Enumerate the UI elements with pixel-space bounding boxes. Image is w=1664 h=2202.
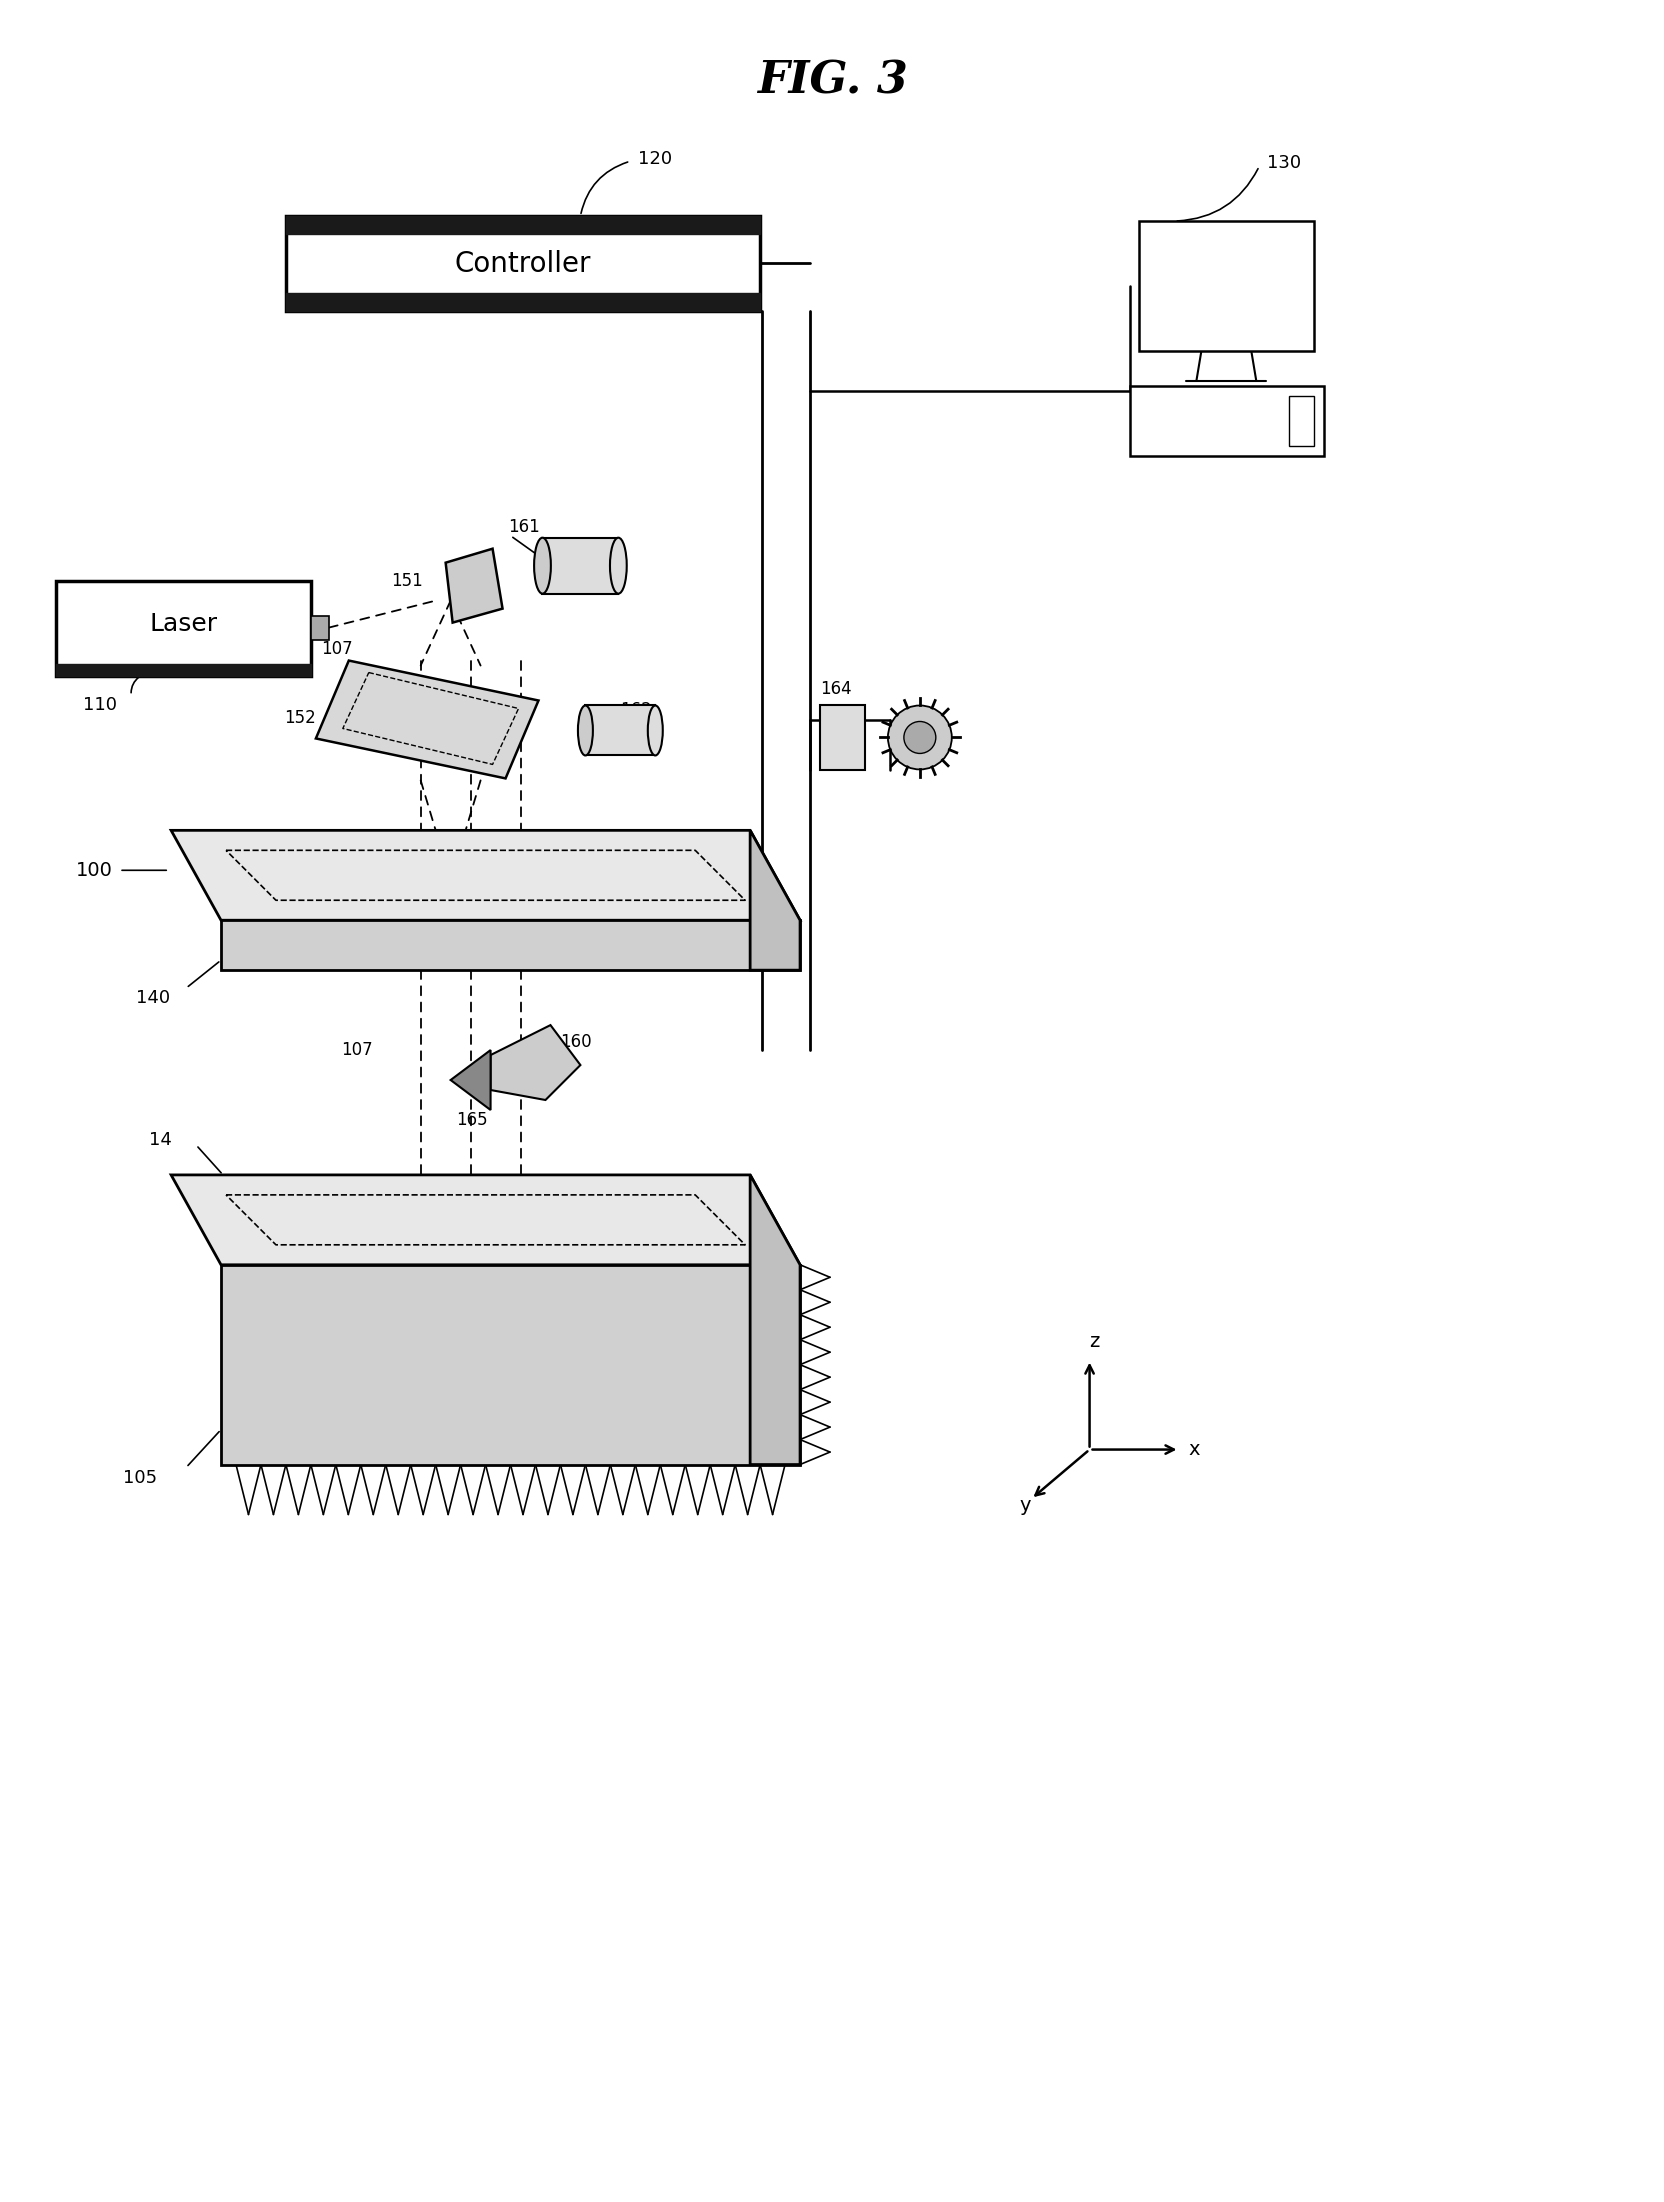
Text: 107: 107 — [321, 639, 353, 658]
Polygon shape — [171, 830, 800, 920]
Text: 120: 120 — [639, 150, 672, 167]
Text: 110: 110 — [83, 696, 116, 713]
Polygon shape — [750, 1176, 800, 1464]
Text: 161: 161 — [509, 517, 541, 535]
Polygon shape — [750, 830, 800, 971]
Text: 140: 140 — [136, 989, 170, 1006]
Polygon shape — [57, 663, 311, 676]
Text: 165: 165 — [456, 1112, 488, 1130]
Polygon shape — [57, 581, 311, 676]
Text: 152: 152 — [285, 709, 316, 727]
Text: y: y — [1018, 1495, 1030, 1515]
Text: Laser: Laser — [150, 612, 218, 636]
Polygon shape — [221, 1264, 800, 1464]
Polygon shape — [1140, 220, 1315, 350]
Polygon shape — [1290, 396, 1315, 445]
Polygon shape — [820, 705, 865, 771]
Ellipse shape — [577, 705, 592, 755]
Text: 107: 107 — [341, 1042, 373, 1059]
Text: x: x — [1188, 1440, 1200, 1460]
Polygon shape — [316, 661, 539, 780]
Text: 105: 105 — [123, 1469, 158, 1486]
Text: 162: 162 — [621, 702, 652, 720]
Text: z: z — [1090, 1332, 1100, 1352]
Polygon shape — [286, 293, 760, 310]
Polygon shape — [446, 548, 503, 623]
Polygon shape — [1130, 385, 1325, 456]
Text: Controller: Controller — [454, 249, 591, 277]
Circle shape — [889, 705, 952, 768]
Text: 100: 100 — [77, 861, 113, 881]
Text: 130: 130 — [1268, 154, 1301, 172]
Polygon shape — [286, 216, 760, 310]
Polygon shape — [586, 705, 656, 755]
Ellipse shape — [647, 705, 662, 755]
Polygon shape — [286, 216, 760, 233]
Polygon shape — [491, 1026, 581, 1101]
Polygon shape — [451, 1050, 491, 1110]
Polygon shape — [171, 1176, 800, 1264]
Circle shape — [904, 722, 935, 753]
Text: 164: 164 — [820, 680, 852, 698]
Polygon shape — [542, 537, 619, 595]
Ellipse shape — [534, 537, 551, 595]
Polygon shape — [311, 617, 329, 639]
Polygon shape — [221, 920, 800, 971]
Text: FIG. 3: FIG. 3 — [757, 59, 907, 103]
Text: 160: 160 — [561, 1033, 592, 1050]
Text: 151: 151 — [391, 573, 423, 590]
Text: 14: 14 — [150, 1132, 171, 1149]
Ellipse shape — [611, 537, 627, 595]
Text: 163: 163 — [496, 1072, 527, 1090]
